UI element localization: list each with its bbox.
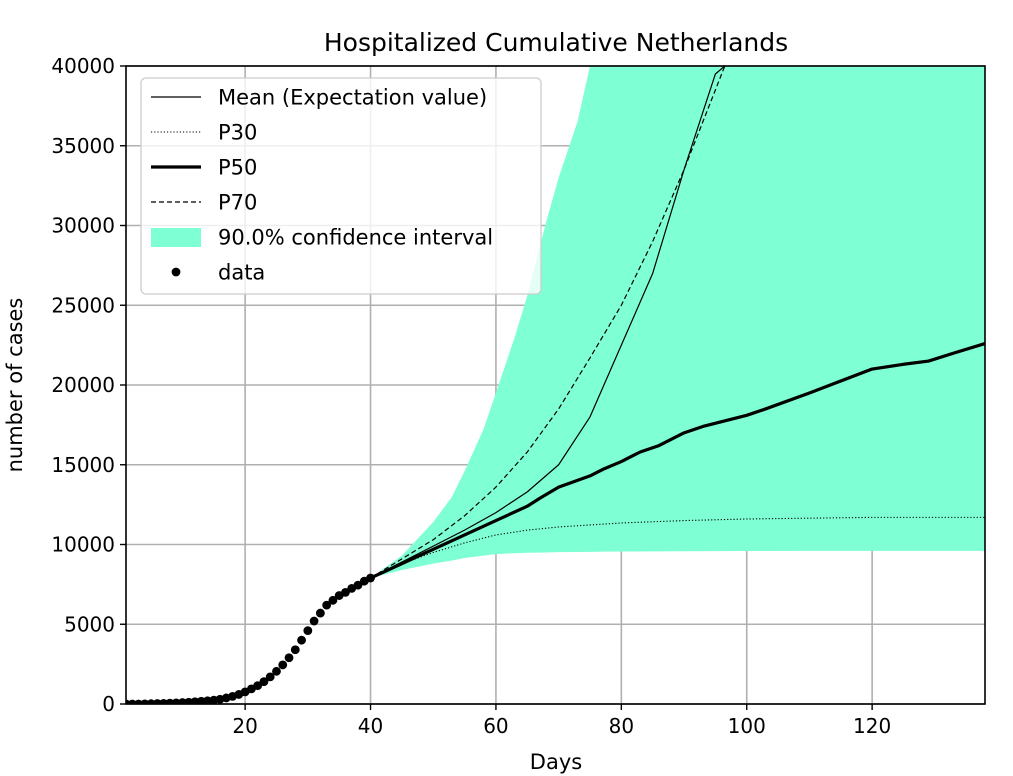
data-point: [328, 595, 338, 605]
legend-swatch-data: [171, 267, 181, 277]
y-tick-label: 0: [102, 692, 115, 716]
data-point: [259, 677, 269, 687]
series-line-mean-expectation-value: [370, 66, 726, 579]
y-tick-label: 40000: [51, 54, 115, 78]
legend: Mean (Expectation value) P30 P50 P70 90.0% c…: [140, 77, 542, 295]
legend-label: data: [218, 261, 265, 285]
y-tick-label: 5000: [64, 612, 115, 636]
y-axis-label: number of cases: [3, 298, 27, 473]
data-point: [297, 635, 306, 645]
series-line-p70: [370, 66, 726, 579]
confidence-band: [370, 66, 985, 578]
y-tick-label: 30000: [51, 214, 115, 238]
x-tick-label: 120: [853, 714, 891, 738]
x-tick-label: 60: [483, 714, 508, 738]
y-tick-label: 20000: [51, 373, 115, 397]
x-axis-ticks: 20 40 60 80 100 120: [232, 704, 891, 738]
x-tick-label: 40: [358, 714, 383, 738]
x-tick-label: 80: [609, 714, 634, 738]
y-tick-label: 35000: [51, 134, 115, 158]
series-line-p30: [370, 516, 985, 579]
data-point: [278, 660, 288, 670]
data-points: [126, 573, 375, 704]
data-point: [353, 580, 363, 590]
legend-label: P50: [218, 156, 257, 180]
data-point: [303, 626, 313, 636]
x-tick-label: 100: [728, 714, 766, 738]
data-point: [322, 600, 332, 610]
y-tick-label: 25000: [51, 293, 115, 317]
data-point: [315, 608, 325, 618]
legend-label: Mean (Expectation value): [218, 86, 487, 110]
legend-swatch-band: [151, 228, 201, 247]
y-axis-ticks: 0 5000 10000 15000 20000 25000 30000 35000 40000: [51, 54, 126, 716]
legend-label: P30: [218, 121, 257, 145]
data-point: [265, 672, 275, 682]
x-axis-label: Days: [530, 750, 582, 774]
data-point: [272, 666, 281, 676]
data-point: [203, 696, 212, 704]
data-point: [366, 573, 375, 583]
legend-label: 90.0% confidence interval: [218, 226, 493, 250]
y-tick-label: 15000: [51, 453, 115, 477]
data-point: [284, 653, 294, 663]
series-line-p50: [369, 341, 985, 580]
data-point: [290, 645, 300, 655]
chart-title: Hospitalized Cumulative Netherlands: [324, 28, 788, 57]
x-tick-label: 20: [232, 714, 257, 738]
legend-label: P70: [218, 191, 257, 215]
y-tick-label: 10000: [51, 533, 115, 557]
data-point: [341, 587, 350, 597]
series-lines: [369, 66, 985, 580]
legend-box: [140, 77, 542, 295]
data-point: [253, 681, 263, 691]
data-point: [309, 616, 319, 626]
